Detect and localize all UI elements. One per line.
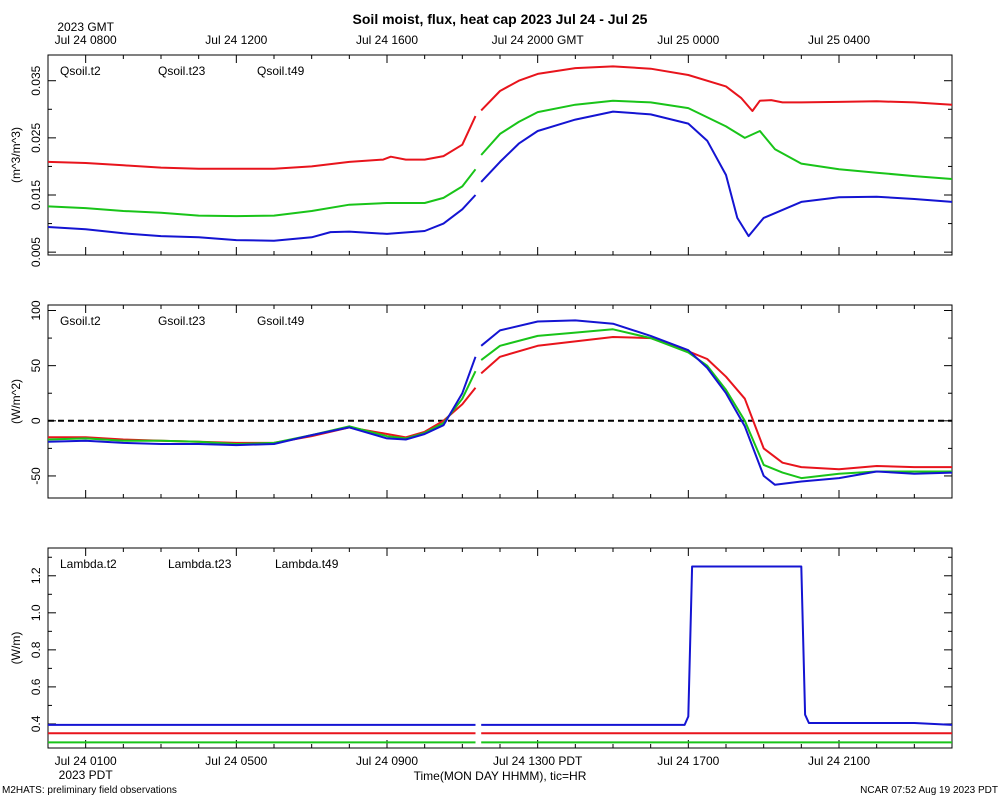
y-tick-label: 0.025 xyxy=(29,123,43,153)
top-axis-sublabel: 2023 GMT xyxy=(57,20,114,34)
y-tick-label: -50 xyxy=(29,467,43,485)
bottom-tick-label: Jul 24 0500 xyxy=(205,754,267,768)
footer-right-note: NCAR 07:52 Aug 19 2023 PDT xyxy=(860,785,998,796)
legend-entry: Qsoil.t49 xyxy=(257,64,305,78)
legend-entry: Gsoil.t49 xyxy=(257,314,305,328)
chart-title: Soil moist, flux, heat cap 2023 Jul 24 -… xyxy=(353,11,648,27)
legend-entry: Gsoil.t2 xyxy=(60,314,101,328)
y-tick-label: 0 xyxy=(29,417,43,424)
y-tick-label: 0.6 xyxy=(29,678,43,695)
legend-entry: Lambda.t49 xyxy=(275,557,339,571)
y-tick-label: 0.035 xyxy=(29,65,43,95)
y-tick-label: 50 xyxy=(29,359,43,373)
legend-entry: Gsoil.t23 xyxy=(158,314,206,328)
series-line-Qsoil-t23 xyxy=(48,168,477,218)
top-tick-label: Jul 24 1200 xyxy=(205,33,267,47)
y-axis-label: (W/m) xyxy=(9,632,23,665)
series-line-Qsoil-t2 xyxy=(480,65,952,112)
series-line-Gsoil-t23 xyxy=(48,370,477,445)
y-tick-label: 0.8 xyxy=(29,641,43,658)
panels: 0.005 0.015 0.025 0.035 (m^3/m^3) Qsoil.t2 Qso… xyxy=(9,54,953,749)
bottom-tick-label: Jul 24 1300 PDT xyxy=(493,754,583,768)
y-tick-label: 100 xyxy=(29,300,43,320)
top-axis: Jul 24 0800 Jul 24 1200 Jul 24 1600 Jul 24 … xyxy=(55,20,871,47)
panel-frame xyxy=(47,304,953,499)
series-line-Lambda-t49 xyxy=(481,565,952,726)
series-line-Qsoil-t49 xyxy=(480,110,952,238)
legend-entry: Qsoil.t2 xyxy=(60,64,101,78)
y-tick-label: 0.005 xyxy=(29,237,43,267)
legend-entry: Lambda.t23 xyxy=(168,557,232,571)
bottom-tick-label: Jul 24 0900 xyxy=(356,754,418,768)
series-line-Qsoil-t49 xyxy=(48,194,477,242)
series-line-Qsoil-t23 xyxy=(480,99,952,180)
bottom-tick-label: Jul 24 1700 xyxy=(657,754,719,768)
bottom-tick-label: Jul 24 2100 xyxy=(808,754,870,768)
top-tick-label: Jul 24 2000 GMT xyxy=(492,33,585,47)
y-tick-label: 1.2 xyxy=(29,567,43,584)
series-line-Qsoil-t2 xyxy=(48,115,477,170)
x-axis-title: Time(MON DAY HHMM), tic=HR xyxy=(414,769,587,783)
series-line-Gsoil-t49 xyxy=(480,319,952,486)
panel-frame xyxy=(47,547,953,749)
top-tick-label: Jul 24 0800 xyxy=(55,33,117,47)
legend-entry: Lambda.t2 xyxy=(60,557,117,571)
series-line-Gsoil-t2 xyxy=(48,387,477,444)
panel-2: -50 0 50 100 (W/m^2) Gsoil.t2 Gsoil.t23 Gsoil.t… xyxy=(9,300,953,499)
bottom-axis: Jul 24 0100 Jul 24 0500 Jul 24 0900 Jul 24 … xyxy=(55,754,871,783)
bottom-tick-label: Jul 24 0100 xyxy=(55,754,117,768)
y-tick-label: 0.4 xyxy=(29,715,43,732)
panel-3: 0.4 0.6 0.8 1.0 1.2 (W/m) Lambda.t2 Lambda.t23 L… xyxy=(9,547,953,749)
y-axis-label: (W/m^2) xyxy=(9,379,23,424)
top-tick-label: Jul 24 1600 xyxy=(356,33,418,47)
top-tick-label: Jul 25 0000 xyxy=(657,33,719,47)
series-line-Gsoil-t49 xyxy=(48,356,477,447)
y-tick-label: 0.015 xyxy=(29,180,43,210)
y-tick-label: 1.0 xyxy=(29,604,43,621)
bottom-axis-sublabel: 2023 PDT xyxy=(59,768,114,782)
series-line-Gsoil-t23 xyxy=(480,328,952,480)
legend-entry: Qsoil.t23 xyxy=(158,64,206,78)
footer-left-note: M2HATS: preliminary field observations xyxy=(2,785,177,796)
top-tick-label: Jul 25 0400 xyxy=(808,33,870,47)
panel-1: 0.005 0.015 0.025 0.035 (m^3/m^3) Qsoil.t2 Qso… xyxy=(9,54,953,267)
series-line-Gsoil-t2 xyxy=(480,336,952,471)
y-axis-label: (m^3/m^3) xyxy=(9,127,23,183)
panel-frame xyxy=(47,54,953,256)
